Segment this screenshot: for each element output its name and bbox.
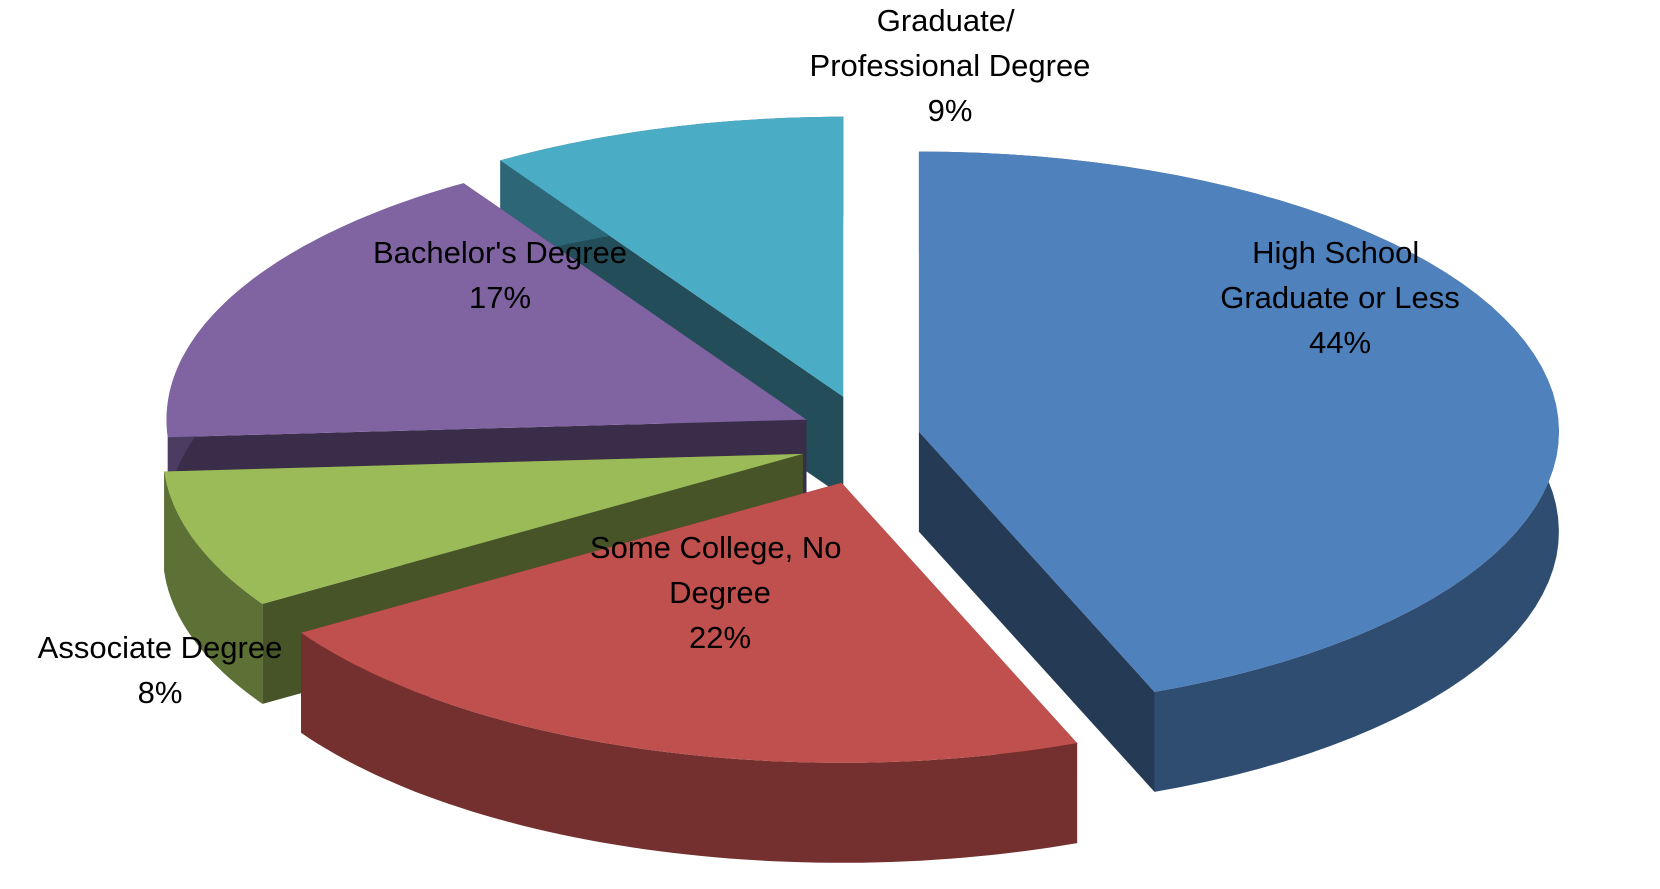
slice: [301, 482, 1078, 763]
slice-label: Graduate/ Professional Degree: [810, 3, 1091, 83]
slice: [918, 151, 1559, 692]
slice: [164, 453, 803, 604]
label-line: Graduate/: [877, 3, 1023, 38]
value-label: 9%: [928, 93, 973, 128]
slice-side: [918, 431, 1155, 792]
label-line: Associate Degree: [38, 630, 283, 665]
value-label: 8%: [138, 675, 183, 710]
label-line: Degree: [669, 575, 771, 610]
slice-label: Some College, No Degree: [590, 530, 850, 610]
slice-label: Associate Degree: [38, 630, 283, 665]
slice: [500, 116, 844, 397]
slice-wall: [164, 471, 263, 704]
label-line: Some College, No: [590, 530, 850, 565]
slice-label: Bachelor's Degree: [373, 235, 627, 270]
label-line: High School: [1252, 235, 1428, 270]
slice: [166, 183, 807, 438]
value-label: 17%: [469, 280, 531, 315]
label-line: Professional Degree: [810, 48, 1091, 83]
slice-label: High School Graduate or Less: [1220, 235, 1460, 315]
label-line: Graduate or Less: [1220, 280, 1460, 315]
value-label: 44%: [1309, 325, 1371, 360]
value-label: 22%: [689, 620, 751, 655]
slice-wall: [301, 632, 1078, 863]
label-line: Bachelor's Degree: [373, 235, 627, 270]
